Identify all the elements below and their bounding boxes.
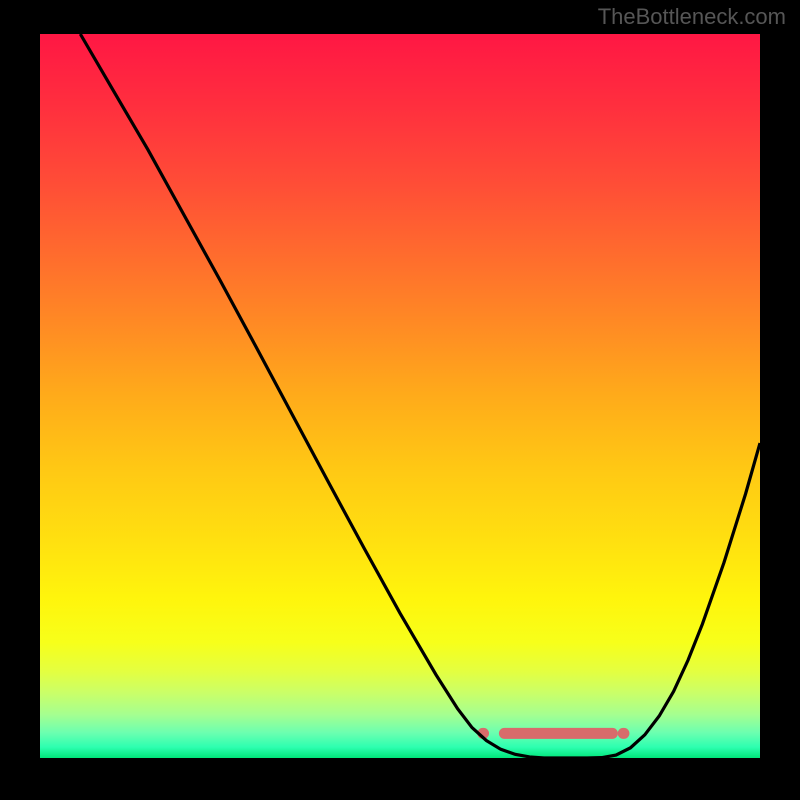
watermark-text: TheBottleneck.com [598,4,786,30]
gradient-background [40,34,760,758]
chart-container: { "meta": { "width": 800, "height": 800,… [0,0,800,800]
bottleneck-chart [0,0,800,800]
